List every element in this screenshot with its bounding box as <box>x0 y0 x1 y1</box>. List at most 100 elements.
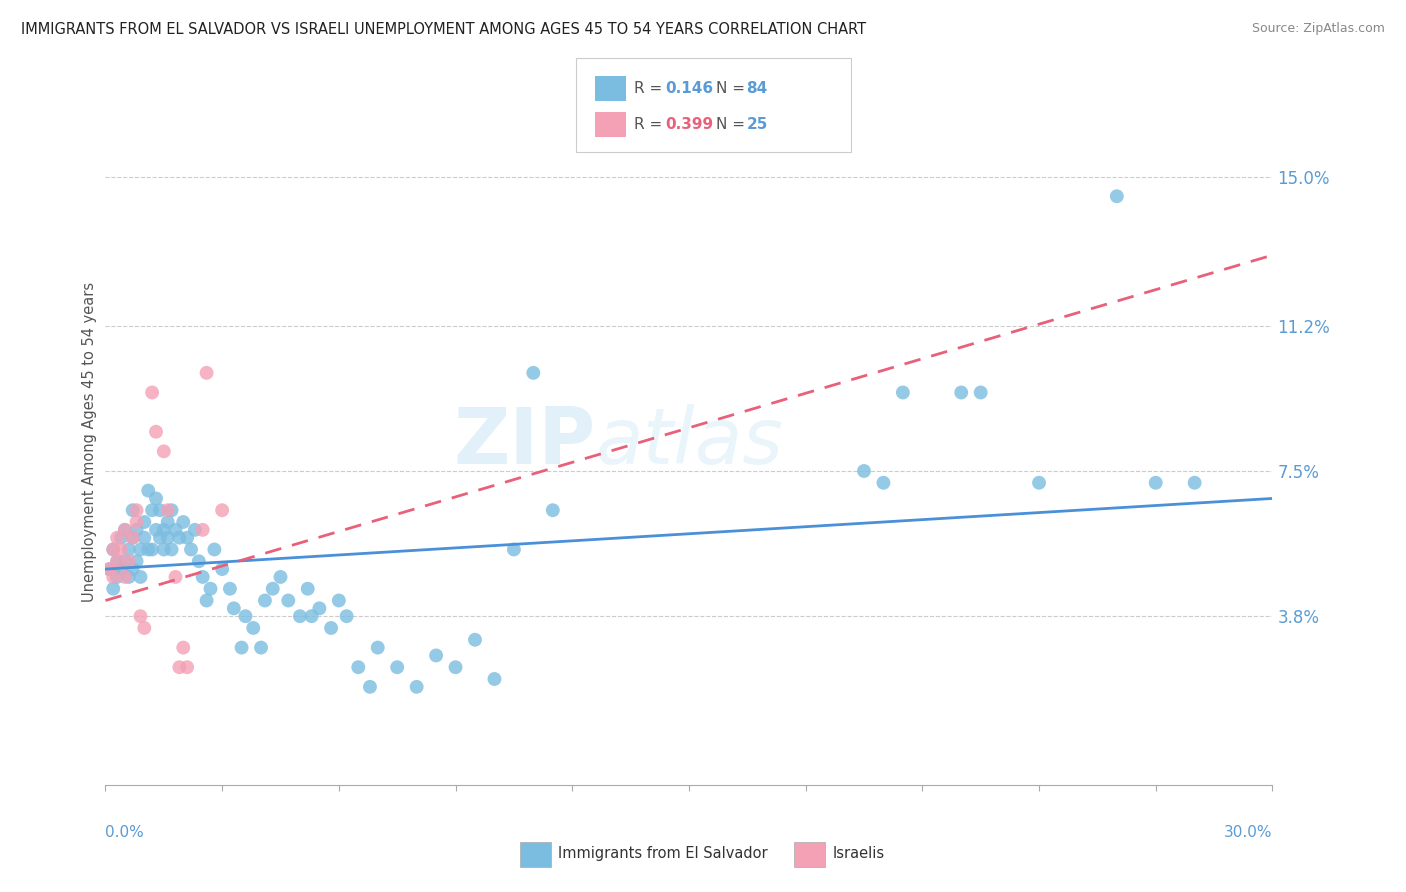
Text: Israelis: Israelis <box>832 847 884 861</box>
Point <box>129 609 152 624</box>
Point <box>288 609 311 624</box>
Text: 0.399: 0.399 <box>665 118 713 133</box>
Point <box>125 515 148 529</box>
Point <box>121 531 143 545</box>
Point <box>277 593 299 607</box>
Text: R =: R = <box>634 81 668 96</box>
Point <box>103 542 125 557</box>
Point <box>165 570 187 584</box>
Point <box>319 621 342 635</box>
Point <box>118 542 141 557</box>
Point <box>195 593 218 607</box>
Point <box>121 562 143 576</box>
Point <box>262 582 284 596</box>
Text: 25: 25 <box>747 118 768 133</box>
Point <box>129 570 152 584</box>
Point <box>160 503 183 517</box>
Point <box>149 531 172 545</box>
Point <box>134 515 156 529</box>
Point <box>347 660 370 674</box>
Point <box>105 531 128 545</box>
Point <box>180 542 202 557</box>
Point <box>134 621 156 635</box>
Point <box>184 523 207 537</box>
Point <box>105 570 128 584</box>
Point <box>235 609 257 624</box>
Point <box>872 475 894 490</box>
Point <box>121 531 143 545</box>
Point <box>134 531 156 545</box>
Point <box>1105 189 1128 203</box>
Text: ZIP: ZIP <box>453 403 596 480</box>
Text: N =: N = <box>716 81 749 96</box>
Text: R =: R = <box>634 118 668 133</box>
Point <box>160 542 183 557</box>
Point <box>153 542 174 557</box>
Point <box>336 609 359 624</box>
Point <box>118 554 141 568</box>
Point <box>141 385 163 400</box>
Point <box>103 570 125 584</box>
Point <box>211 562 233 576</box>
Point <box>114 570 136 584</box>
Point <box>136 483 159 498</box>
Point <box>156 503 179 517</box>
Point <box>110 542 132 557</box>
Point <box>105 554 128 568</box>
Point <box>136 542 159 557</box>
Text: Source: ZipAtlas.com: Source: ZipAtlas.com <box>1251 22 1385 36</box>
Point <box>367 640 389 655</box>
Point <box>202 542 225 557</box>
Text: atlas: atlas <box>596 403 783 480</box>
Point <box>222 601 245 615</box>
Point <box>103 582 125 596</box>
Point <box>98 562 121 576</box>
Point <box>114 523 136 537</box>
Text: 84: 84 <box>747 81 768 96</box>
Text: Immigrants from El Salvador: Immigrants from El Salvador <box>558 847 768 861</box>
Point <box>141 503 163 517</box>
Point <box>172 515 194 529</box>
Point <box>1144 475 1167 490</box>
Point <box>105 554 128 568</box>
Point <box>502 542 524 557</box>
Y-axis label: Unemployment Among Ages 45 to 54 years: Unemployment Among Ages 45 to 54 years <box>82 282 97 601</box>
Point <box>301 609 323 624</box>
Point <box>970 385 993 400</box>
Point <box>385 660 408 674</box>
Point <box>103 542 125 557</box>
Point <box>359 680 381 694</box>
Point <box>211 503 233 517</box>
Text: 0.0%: 0.0% <box>105 825 145 840</box>
Point <box>169 531 191 545</box>
Point <box>484 672 506 686</box>
Point <box>269 570 292 584</box>
Point <box>891 385 914 400</box>
Point <box>121 503 143 517</box>
Point <box>250 640 273 655</box>
Text: IMMIGRANTS FROM EL SALVADOR VS ISRAELI UNEMPLOYMENT AMONG AGES 45 TO 54 YEARS CO: IMMIGRANTS FROM EL SALVADOR VS ISRAELI U… <box>21 22 866 37</box>
Text: 0.146: 0.146 <box>665 81 713 96</box>
Point <box>242 621 264 635</box>
Point <box>172 640 194 655</box>
Point <box>125 503 148 517</box>
Point <box>522 366 544 380</box>
Point <box>852 464 875 478</box>
Point <box>145 425 167 439</box>
Point <box>425 648 447 663</box>
Point <box>405 680 427 694</box>
Point <box>145 523 167 537</box>
Point <box>1028 475 1050 490</box>
Point <box>253 593 276 607</box>
Point <box>98 562 121 576</box>
Point <box>165 523 187 537</box>
Point <box>169 660 191 674</box>
Point <box>153 523 174 537</box>
Text: 30.0%: 30.0% <box>1225 825 1272 840</box>
Point <box>444 660 467 674</box>
Point <box>308 601 330 615</box>
Point <box>125 523 148 537</box>
Point <box>118 570 141 584</box>
Point <box>145 491 167 506</box>
Point <box>153 444 174 458</box>
